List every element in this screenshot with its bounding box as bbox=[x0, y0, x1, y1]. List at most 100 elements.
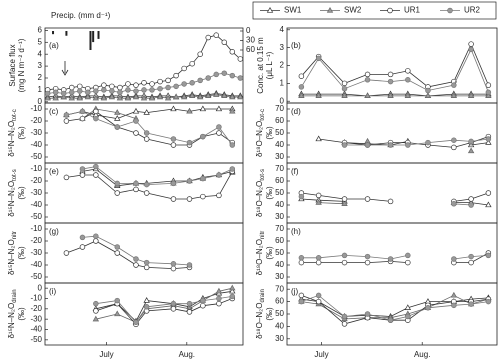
y-tick-label: -50 bbox=[30, 212, 42, 221]
marker bbox=[125, 87, 131, 93]
marker bbox=[205, 75, 211, 81]
marker bbox=[387, 317, 394, 323]
y-axis-unit: (‰) bbox=[17, 307, 26, 321]
marker bbox=[485, 136, 492, 142]
y-tick-label: -20 bbox=[30, 304, 42, 313]
marker bbox=[485, 139, 492, 145]
y-axis-label: δ¹⁸O–N₂Otot-c bbox=[255, 109, 265, 157]
y-tick-label: -10 bbox=[30, 294, 42, 303]
marker bbox=[79, 172, 86, 178]
marker bbox=[364, 196, 371, 202]
marker bbox=[221, 39, 228, 46]
panel-label: (d) bbox=[291, 107, 301, 116]
marker bbox=[133, 82, 139, 88]
legend-marker bbox=[326, 6, 334, 13]
marker bbox=[467, 147, 475, 154]
marker bbox=[341, 313, 348, 320]
panel-label: (i) bbox=[49, 287, 56, 296]
marker bbox=[93, 88, 99, 94]
y-axis-unit: (‰) bbox=[17, 186, 26, 200]
marker bbox=[165, 84, 171, 91]
marker bbox=[124, 94, 132, 101]
precip-bar bbox=[97, 31, 100, 39]
series-line bbox=[301, 254, 489, 260]
marker bbox=[186, 309, 193, 315]
marker bbox=[165, 77, 171, 84]
marker bbox=[44, 90, 51, 97]
marker bbox=[451, 256, 457, 262]
marker bbox=[485, 89, 492, 96]
marker bbox=[315, 298, 322, 305]
marker bbox=[189, 80, 195, 86]
y-tick-label: 0 bbox=[38, 283, 43, 292]
y-axis-unit: (‰) bbox=[265, 246, 274, 260]
y-axis-label-main: δ¹⁸O–N₂O bbox=[255, 239, 264, 275]
marker bbox=[143, 259, 150, 266]
marker bbox=[93, 308, 99, 314]
marker bbox=[197, 77, 203, 84]
marker bbox=[100, 94, 108, 101]
marker bbox=[132, 107, 140, 114]
marker bbox=[157, 78, 163, 85]
marker bbox=[405, 77, 411, 83]
marker bbox=[170, 306, 177, 312]
marker bbox=[186, 139, 193, 146]
marker bbox=[79, 234, 86, 241]
marker bbox=[114, 124, 120, 130]
marker bbox=[170, 136, 177, 142]
marker bbox=[68, 94, 75, 101]
y-tick-label: 70 bbox=[275, 164, 284, 173]
series bbox=[298, 46, 492, 96]
y-tick-label: 50 bbox=[275, 188, 284, 197]
marker bbox=[76, 94, 83, 101]
marker bbox=[143, 136, 150, 142]
y-axis-label: δ¹⁵N–N₂Otot-c bbox=[7, 109, 17, 156]
y-tick-label: 70 bbox=[275, 104, 284, 113]
panel-frame bbox=[286, 222, 498, 284]
marker bbox=[109, 83, 115, 90]
y-tick-label: -40 bbox=[30, 200, 42, 209]
y-axis-label-sub: tot-s bbox=[260, 169, 266, 181]
marker bbox=[181, 81, 187, 87]
marker bbox=[468, 41, 474, 47]
legend-marker bbox=[266, 6, 274, 13]
marker bbox=[200, 302, 206, 309]
y-tick-label: 40 bbox=[275, 260, 284, 269]
legend-box bbox=[252, 1, 497, 20]
marker bbox=[229, 93, 236, 100]
y-axis-label: (μL L⁻¹) bbox=[265, 51, 274, 79]
marker bbox=[229, 72, 236, 79]
marker bbox=[92, 315, 100, 322]
y-tick-label: 40 bbox=[275, 140, 284, 149]
y-axis-label: δ¹⁵N–N₂Odrain bbox=[7, 289, 17, 338]
series-line bbox=[301, 93, 489, 97]
y-tick-label: 30 bbox=[275, 272, 284, 281]
y-tick-label: 1 bbox=[38, 85, 43, 94]
marker bbox=[173, 83, 179, 90]
y-tick-label: 6 bbox=[38, 25, 43, 34]
marker bbox=[387, 92, 394, 99]
marker bbox=[186, 107, 193, 114]
y-axis-label-main: δ¹⁸O–N₂O bbox=[255, 181, 264, 217]
marker bbox=[450, 291, 458, 298]
marker bbox=[387, 256, 394, 262]
marker bbox=[485, 190, 492, 196]
marker bbox=[364, 71, 371, 78]
marker bbox=[451, 137, 457, 143]
legend-label: SW1 bbox=[284, 6, 302, 15]
arrow-head bbox=[61, 69, 69, 76]
series bbox=[364, 137, 475, 154]
marker bbox=[229, 107, 236, 114]
y-tick-label: -50 bbox=[30, 152, 42, 161]
y-axis-label: δ¹⁵N–N₂Otot-s bbox=[7, 169, 17, 216]
marker bbox=[229, 166, 236, 172]
y-tick-label: 60 bbox=[275, 176, 284, 185]
panel-label: (a) bbox=[49, 41, 59, 50]
y-tick-label: 0 bbox=[38, 97, 43, 106]
marker bbox=[468, 138, 474, 145]
marker bbox=[93, 115, 99, 122]
y-axis-label: Surface flux bbox=[8, 44, 17, 86]
marker bbox=[60, 90, 67, 97]
marker bbox=[196, 93, 204, 100]
